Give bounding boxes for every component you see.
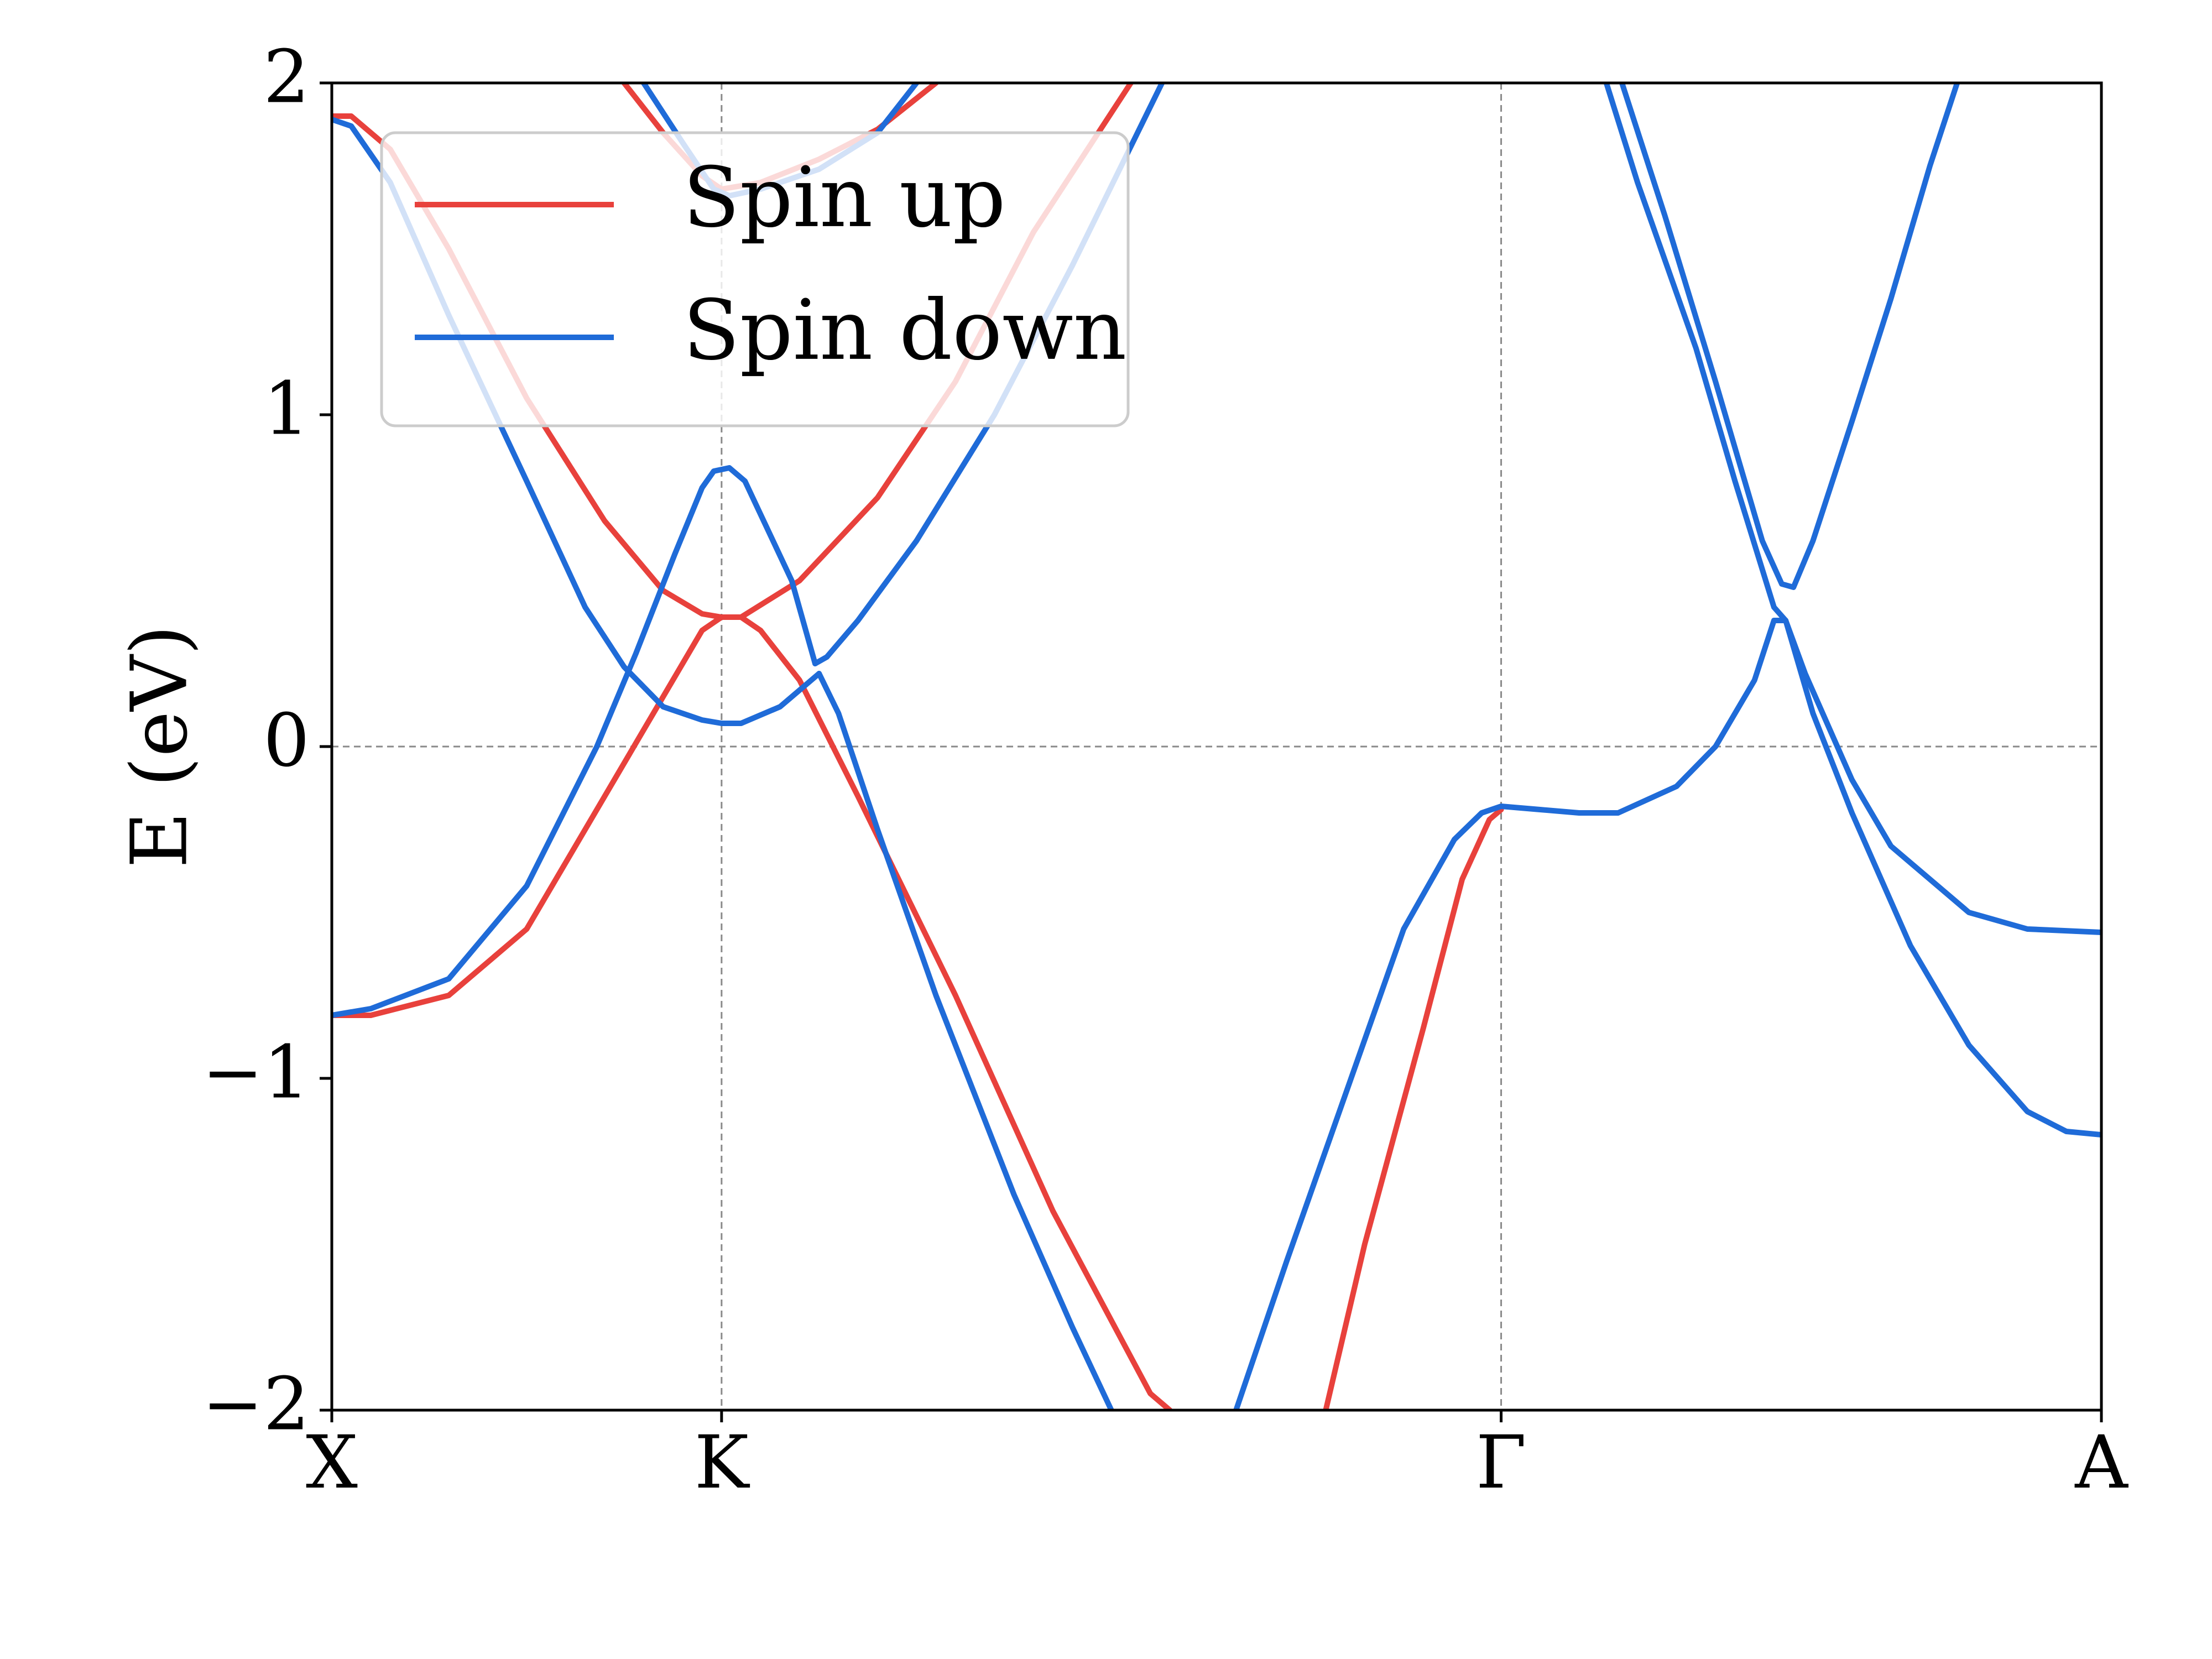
x-tick-label-1: K — [695, 1420, 750, 1505]
y-axis-label: E (eV) — [115, 625, 205, 868]
y-tick-label-3: 1 — [263, 367, 310, 452]
y-tick-label-1: −1 — [202, 1030, 310, 1115]
band-spin-up-3 — [1323, 807, 1504, 1410]
band-spin-down-6 — [332, 465, 818, 1018]
y-tick-label-0: −2 — [202, 1362, 310, 1447]
legend-label-spin-up: Spin up — [683, 150, 1006, 246]
y-tick-label-4: 2 — [263, 35, 310, 120]
band-spin-down-10 — [1603, 83, 2101, 1138]
legend: Spin up Spin down — [380, 131, 1130, 427]
band-spin-up-1 — [332, 614, 1173, 1410]
x-tick-label-2: Γ — [1476, 1420, 1527, 1505]
x-tick-label-3: A — [2074, 1420, 2128, 1505]
y-tick-label-2: 0 — [263, 698, 310, 784]
band-spin-down-5 — [816, 671, 1114, 1410]
band-spin-down-9 — [1233, 618, 2101, 1410]
legend-label-spin-down: Spin down — [683, 283, 1126, 379]
band-spin-down-11 — [1619, 83, 1960, 590]
axis-ticks: −2 −1 0 1 2 X K Γ A — [202, 35, 2128, 1506]
x-tick-label-0: X — [306, 1420, 358, 1505]
